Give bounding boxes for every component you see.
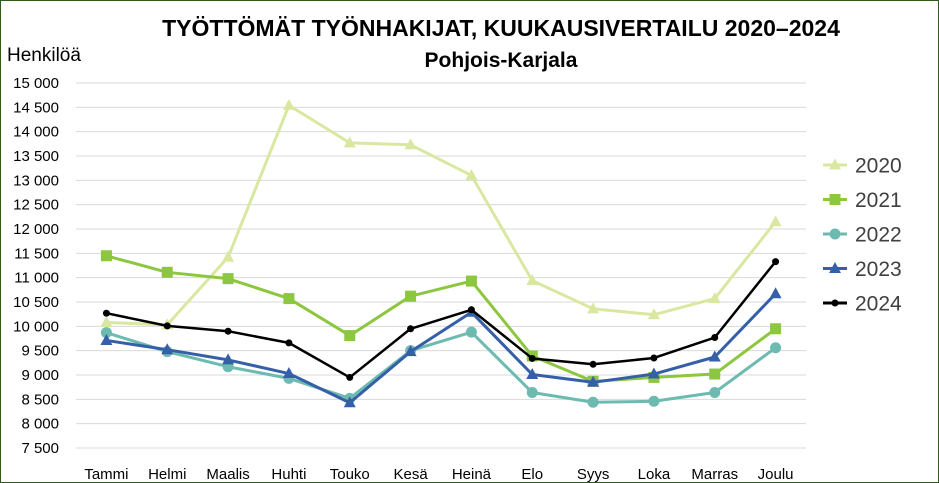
series-2020-point [282,98,295,110]
series-2024-point [528,354,536,362]
series-2023-point [769,287,782,299]
series-2024-point [163,322,171,330]
y-tick-label: 12 000 [13,221,59,238]
series-2021-point [709,368,721,380]
series-2022-line [105,330,777,404]
series-2022-point [465,326,477,338]
y-tick-label: 7 500 [21,440,59,457]
series-2020-point [222,250,235,262]
series-2021-point [222,273,234,285]
y-tick-label: 8 000 [21,416,59,433]
series-2023-line [106,292,777,405]
series-2020-point [100,315,113,327]
series-2024-point [346,373,354,381]
y-tick-label: 8 500 [21,391,59,408]
x-tick-label: Marras [691,466,738,482]
series-2021-point [283,293,295,305]
series-2023-point [161,343,174,355]
series-2023-point [100,333,113,345]
x-tick-label: Joulu [758,466,794,482]
series-2023-point [282,367,295,379]
x-tick-label: Elo [521,466,543,482]
series-2021-point [100,250,112,262]
series-2022-point [648,395,660,407]
y-tick-label: 14 000 [13,124,59,141]
legend-label-2020: 2020 [855,155,902,178]
legend-marker-2022 [829,228,841,240]
legend-label-2022: 2022 [855,224,902,247]
series-2021-line [106,254,777,383]
series-2024-point [772,258,780,266]
series-2021-point [344,330,356,342]
series-2023-point [222,353,235,365]
y-tick-label: 9 500 [21,343,59,360]
series-2020-line [106,103,777,327]
legend-label-2023: 2023 [855,258,902,281]
series-2024-point [407,325,415,333]
series-2024-point [589,360,597,368]
series-2023-point [526,368,539,380]
series-2024-point [102,309,110,317]
x-tick-label: Tammi [84,466,128,482]
series-2020-point [526,274,539,286]
y-tick-label: 9 000 [21,367,59,384]
series-2024-line [106,260,777,379]
series-2024-point [467,306,475,314]
series-2020-point [343,136,356,148]
legend-marker-2021 [829,194,841,205]
series-2020-point [404,138,417,150]
series-2021-point [161,266,173,278]
chart-title: TYÖTTÖMÄT TYÖNHAKIJAT, KUUKAUSIVERTAILU … [162,15,840,41]
chart-subtitle: Pohjois-Karjala [424,49,578,72]
y-tick-label: 13 000 [13,172,59,189]
x-tick-label: Touko [330,466,370,482]
y-tick-label: 10 500 [13,294,59,311]
series-2022-point [100,327,112,339]
y-axis-label: Henkilöä [7,45,81,66]
y-tick-label: 13 500 [13,148,59,165]
series-2020-point [647,308,660,320]
y-tick-label: 11 000 [14,270,59,287]
x-tick-label: Loka [638,466,671,482]
series-2021-point [465,275,477,287]
y-tick-label: 10 000 [13,318,59,335]
x-tick-label: Helmi [148,466,186,482]
series-2024-point [285,339,293,347]
series-2023-point [404,345,417,357]
series-2024-point [711,334,719,342]
y-tick-label: 15 000 [13,75,59,92]
series-2024-point [650,354,658,362]
x-tick-label: Kesä [393,466,428,482]
legend-marker-2020 [829,158,841,170]
series-2024-point [224,327,232,335]
legend-label-2024: 2024 [855,293,902,316]
x-tick-label: Maalis [206,466,249,482]
series-2023-point [647,367,660,379]
legend-label-2021: 2021 [855,189,902,212]
series-2021-point [405,290,417,302]
series-2022-point [770,342,782,354]
series-2022-point [709,387,721,399]
series-2022-point [526,387,538,399]
series-2020-point [708,292,721,304]
series-2023-point [587,375,600,387]
legend-marker-2023 [829,262,841,273]
x-tick-label: Heinä [452,466,492,482]
series-2021-point [770,323,782,335]
series-2023-point [708,350,721,362]
series-2020-point [465,168,478,180]
series-2020-point [769,215,782,227]
y-tick-label: 14 500 [13,99,59,116]
series-2022-point [587,396,599,408]
y-tick-label: 12 500 [13,197,59,214]
series-2020-point [587,302,600,314]
y-tick-label: 11 500 [14,245,59,262]
x-tick-label: Syys [577,466,610,482]
series-2023-point [343,396,356,408]
legend-marker-2024 [831,299,839,307]
x-tick-label: Huhti [271,466,306,482]
